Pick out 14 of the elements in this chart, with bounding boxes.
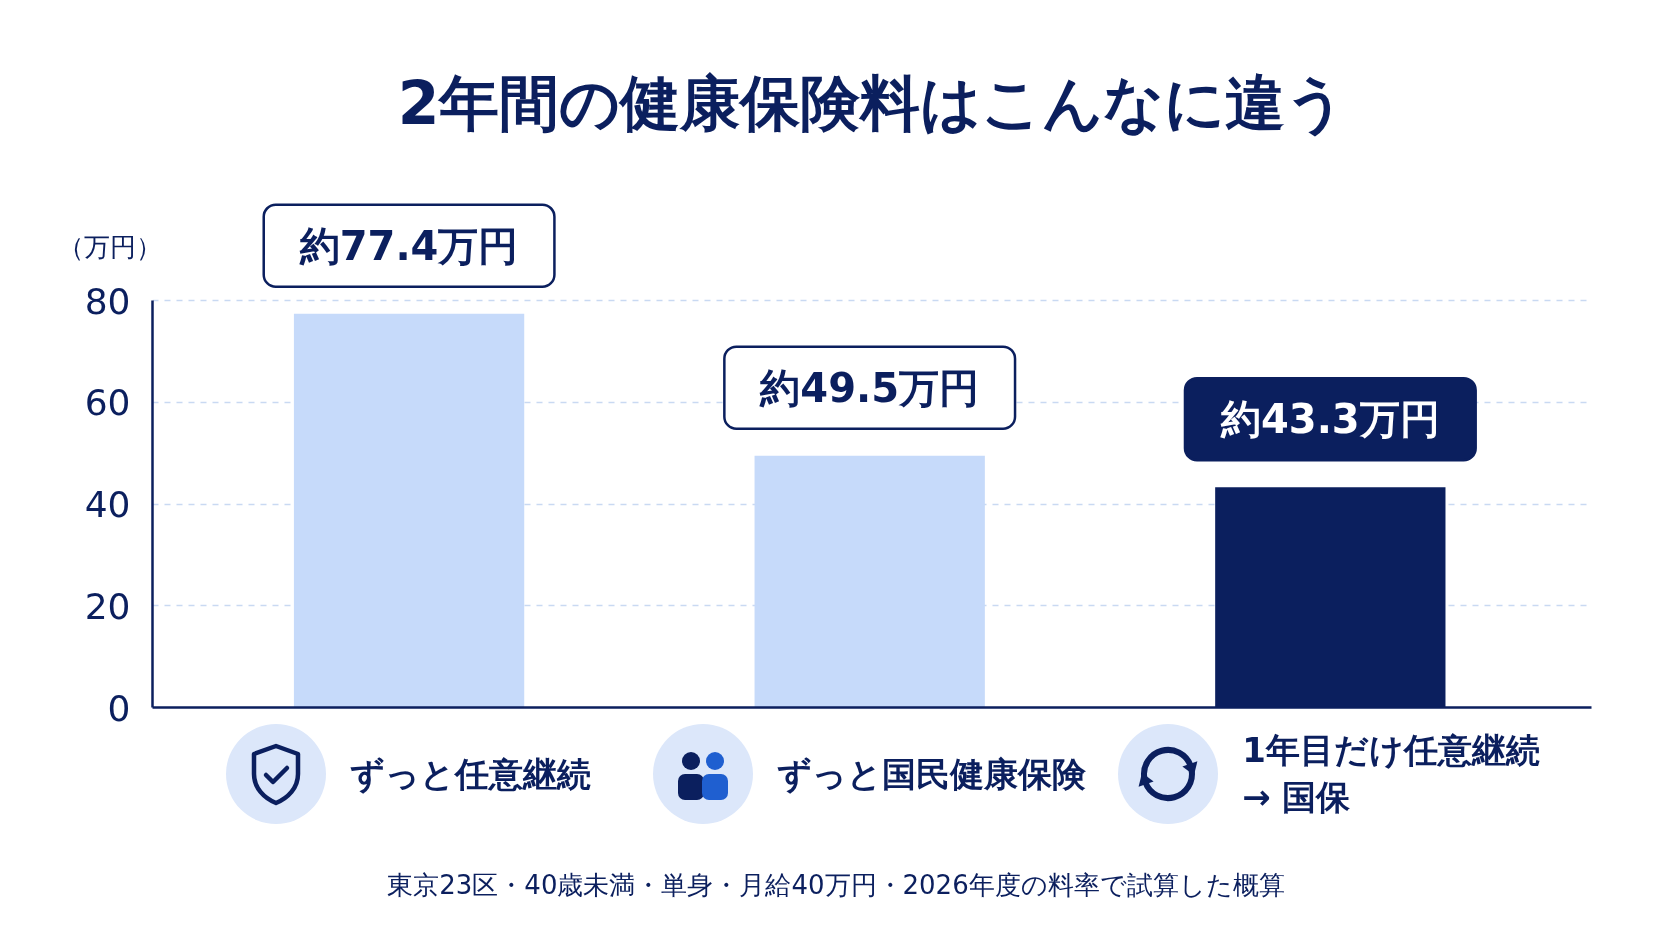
data-label: 約77.4万円 [298, 222, 519, 269]
data-label: 約49.5万円 [759, 364, 980, 411]
y-tick-label: 0 [107, 687, 131, 729]
text: 東京23区・40歳未満・単身・月給40万円・2026年度の料率で試算した概算 [386, 869, 1286, 902]
y-tick-label: 20 [84, 585, 131, 627]
y-tick-label: 40 [84, 484, 131, 525]
y-axis-title: （万円） [58, 231, 162, 264]
x-tick-label: ずっと国民健康保険 [776, 752, 1086, 796]
y-tick-label: 80 [84, 280, 131, 322]
x-tick-label: ずっと任意継続 [349, 752, 591, 796]
chart-title: 2年間の健康保険料はこんなに違う [397, 68, 1347, 138]
x-tick-label: 1年目だけ任意継続 → 国保 [1242, 729, 1540, 819]
data-label: 約43.3万円 [1219, 396, 1440, 443]
y-tick-label: 60 [84, 382, 131, 424]
